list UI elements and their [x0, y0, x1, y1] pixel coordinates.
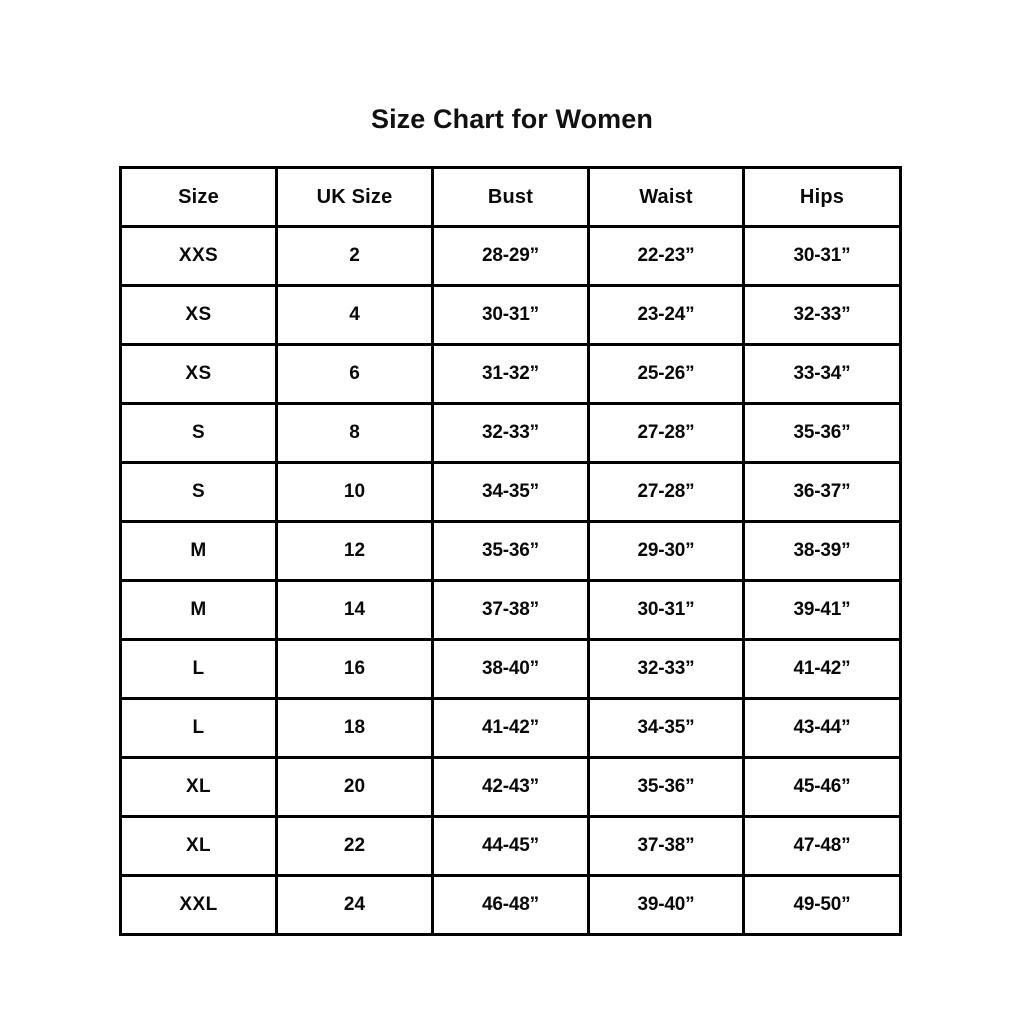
cell-hips: 32-33”	[742, 284, 902, 346]
cell-size: XL	[119, 815, 278, 877]
table-row: XS 6 31-32” 25-26” 33-34”	[119, 343, 902, 405]
table-row: XL 22 44-45” 37-38” 47-48”	[119, 815, 902, 877]
cell-size: XXL	[119, 874, 278, 936]
table-row: L 18 41-42” 34-35” 43-44”	[119, 697, 902, 759]
cell-uk-size: 14	[275, 579, 434, 641]
cell-bust: 44-45”	[431, 815, 590, 877]
cell-size: XS	[119, 284, 278, 346]
cell-hips: 43-44”	[742, 697, 902, 759]
cell-bust: 34-35”	[431, 461, 590, 523]
table-row: M 14 37-38” 30-31” 39-41”	[119, 579, 902, 641]
cell-size: L	[119, 638, 278, 700]
table-row: XL 20 42-43” 35-36” 45-46”	[119, 756, 902, 818]
cell-waist: 37-38”	[587, 815, 745, 877]
table-row: M 12 35-36” 29-30” 38-39”	[119, 520, 902, 582]
cell-bust: 46-48”	[431, 874, 590, 936]
column-header-uk-size: UK Size	[275, 166, 434, 228]
cell-uk-size: 12	[275, 520, 434, 582]
column-header-size: Size	[119, 166, 278, 228]
cell-hips: 35-36”	[742, 402, 902, 464]
column-header-hips: Hips	[742, 166, 902, 228]
cell-waist: 27-28”	[587, 461, 745, 523]
cell-uk-size: 20	[275, 756, 434, 818]
cell-size: M	[119, 579, 278, 641]
cell-hips: 39-41”	[742, 579, 902, 641]
table-row: S 10 34-35” 27-28” 36-37”	[119, 461, 902, 523]
cell-uk-size: 24	[275, 874, 434, 936]
cell-hips: 36-37”	[742, 461, 902, 523]
cell-bust: 42-43”	[431, 756, 590, 818]
cell-bust: 32-33”	[431, 402, 590, 464]
cell-waist: 27-28”	[587, 402, 745, 464]
cell-uk-size: 10	[275, 461, 434, 523]
cell-size: S	[119, 402, 278, 464]
cell-hips: 33-34”	[742, 343, 902, 405]
cell-bust: 28-29”	[431, 225, 590, 287]
cell-uk-size: 22	[275, 815, 434, 877]
cell-size: XXS	[119, 225, 278, 287]
table-row: XXL 24 46-48” 39-40” 49-50”	[119, 874, 902, 936]
cell-bust: 30-31”	[431, 284, 590, 346]
cell-bust: 37-38”	[431, 579, 590, 641]
cell-waist: 39-40”	[587, 874, 745, 936]
cell-uk-size: 4	[275, 284, 434, 346]
cell-waist: 29-30”	[587, 520, 745, 582]
cell-size: XS	[119, 343, 278, 405]
cell-waist: 30-31”	[587, 579, 745, 641]
cell-uk-size: 16	[275, 638, 434, 700]
cell-waist: 34-35”	[587, 697, 745, 759]
table-row: S 8 32-33” 27-28” 35-36”	[119, 402, 902, 464]
table-row: XS 4 30-31” 23-24” 32-33”	[119, 284, 902, 346]
cell-waist: 25-26”	[587, 343, 745, 405]
cell-uk-size: 6	[275, 343, 434, 405]
cell-hips: 38-39”	[742, 520, 902, 582]
table-row: L 16 38-40” 32-33” 41-42”	[119, 638, 902, 700]
cell-hips: 41-42”	[742, 638, 902, 700]
cell-bust: 31-32”	[431, 343, 590, 405]
cell-hips: 30-31”	[742, 225, 902, 287]
cell-bust: 41-42”	[431, 697, 590, 759]
size-chart-table: Size UK Size Bust Waist Hips XXS 2 28-29…	[119, 166, 902, 936]
column-header-bust: Bust	[431, 166, 590, 228]
column-header-waist: Waist	[587, 166, 745, 228]
cell-hips: 47-48”	[742, 815, 902, 877]
page-title: Size Chart for Women	[370, 104, 654, 134]
table-body: XXS 2 28-29” 22-23” 30-31” XS 4 30-31” 2…	[119, 225, 902, 936]
cell-size: L	[119, 697, 278, 759]
cell-waist: 22-23”	[587, 225, 745, 287]
table-header: Size UK Size Bust Waist Hips	[119, 166, 902, 228]
cell-size: M	[119, 520, 278, 582]
cell-waist: 32-33”	[587, 638, 745, 700]
cell-size: XL	[119, 756, 278, 818]
cell-waist: 23-24”	[587, 284, 745, 346]
cell-hips: 49-50”	[742, 874, 902, 936]
cell-uk-size: 18	[275, 697, 434, 759]
cell-size: S	[119, 461, 278, 523]
table-header-row: Size UK Size Bust Waist Hips	[119, 166, 902, 228]
size-chart-table-container: Size UK Size Bust Waist Hips XXS 2 28-29…	[119, 166, 902, 936]
cell-waist: 35-36”	[587, 756, 745, 818]
cell-bust: 38-40”	[431, 638, 590, 700]
cell-uk-size: 2	[275, 225, 434, 287]
cell-hips: 45-46”	[742, 756, 902, 818]
cell-bust: 35-36”	[431, 520, 590, 582]
table-row: XXS 2 28-29” 22-23” 30-31”	[119, 225, 902, 287]
cell-uk-size: 8	[275, 402, 434, 464]
